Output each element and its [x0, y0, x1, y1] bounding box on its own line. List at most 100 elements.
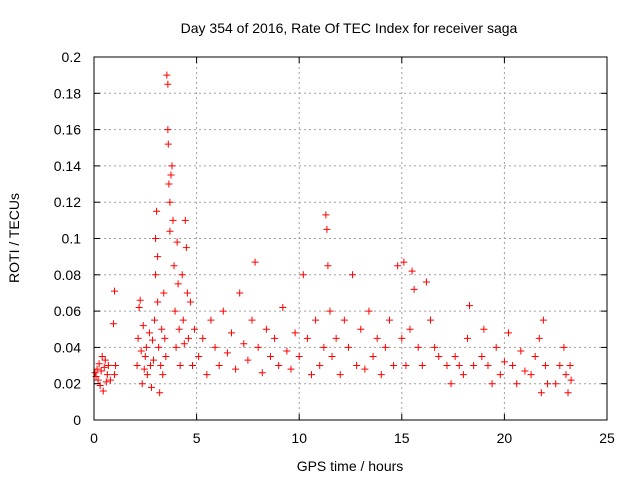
- data-point: [299, 271, 307, 279]
- data-point: [150, 356, 158, 364]
- data-point: [248, 316, 256, 324]
- data-point: [154, 298, 162, 306]
- data-point: [109, 320, 117, 328]
- data-point: [160, 289, 168, 297]
- data-point: [106, 376, 114, 384]
- data-point: [552, 380, 560, 388]
- data-point: [406, 325, 414, 333]
- data-point: [258, 369, 266, 377]
- data-point: [180, 340, 188, 348]
- data-point: [312, 316, 320, 324]
- data-point: [164, 80, 172, 88]
- data-point: [148, 336, 156, 344]
- data-point: [400, 258, 408, 266]
- data-point: [537, 389, 545, 397]
- data-point: [303, 334, 311, 342]
- y-tick-label: 0.2: [62, 49, 82, 65]
- data-point: [527, 371, 535, 379]
- x-tick-label: 0: [90, 430, 98, 446]
- y-tick-label: 0.14: [54, 158, 81, 174]
- data-point: [173, 238, 181, 246]
- data-point: [349, 271, 357, 279]
- y-tick-label: 0.16: [54, 122, 81, 138]
- data-point: [336, 371, 344, 379]
- data-point: [422, 278, 430, 286]
- data-point: [283, 347, 291, 355]
- data-point: [496, 371, 504, 379]
- data-point: [377, 371, 385, 379]
- data-point: [195, 352, 203, 360]
- data-point: [509, 362, 517, 370]
- data-point: [153, 207, 161, 215]
- data-point: [94, 376, 102, 384]
- y-tick-labels: 0 0.02 0.04 0.06 0.08 0.1 0.12 0.14 0.16 0.18 0.2: [54, 49, 81, 428]
- data-point: [176, 362, 184, 370]
- data-point: [365, 307, 373, 315]
- data-point: [152, 271, 160, 279]
- data-point: [535, 334, 543, 342]
- data-point: [344, 343, 352, 351]
- data-point: [152, 235, 160, 242]
- data-point: [279, 303, 287, 311]
- data-point: [398, 334, 406, 342]
- data-point: [175, 325, 183, 333]
- data-point: [186, 298, 194, 306]
- x-tick-label: 20: [497, 430, 513, 446]
- data-point: [543, 380, 551, 388]
- x-tick-label: 15: [394, 430, 410, 446]
- data-point: [162, 352, 170, 360]
- data-point: [170, 262, 178, 270]
- data-point: [236, 289, 244, 297]
- data-point: [295, 352, 303, 360]
- data-point: [155, 343, 163, 351]
- data-point: [169, 216, 177, 224]
- data-point: [156, 389, 164, 397]
- data-point: [402, 362, 410, 370]
- data-point: [308, 371, 316, 379]
- data-point: [244, 356, 252, 364]
- data-point: [443, 362, 451, 370]
- data-point: [134, 334, 142, 342]
- data-point: [166, 198, 174, 206]
- data-point: [410, 285, 418, 293]
- x-axis-label: GPS time / hours: [297, 458, 404, 474]
- data-point: [521, 367, 529, 375]
- data-point: [102, 378, 110, 386]
- data-point: [211, 343, 219, 351]
- data-point: [353, 362, 361, 370]
- data-point: [328, 352, 336, 360]
- data-point: [111, 287, 119, 295]
- data-point: [161, 334, 169, 342]
- data-point: [539, 316, 547, 324]
- data-point: [136, 296, 144, 304]
- data-point: [167, 171, 175, 179]
- data-point: [184, 334, 192, 342]
- data-point: [96, 382, 104, 390]
- data-point: [254, 343, 262, 351]
- data-point: [451, 352, 459, 360]
- data-point: [157, 362, 165, 370]
- data-point: [133, 362, 141, 370]
- data-point: [480, 325, 488, 333]
- data-point: [447, 380, 455, 388]
- data-point: [455, 362, 463, 370]
- data-point: [147, 383, 155, 391]
- data-point: [232, 365, 240, 373]
- data-point: [463, 334, 471, 342]
- data-point: [564, 389, 572, 397]
- data-point: [427, 316, 435, 324]
- data-point: [408, 267, 416, 275]
- data-point: [562, 371, 570, 379]
- data-point: [431, 343, 439, 351]
- data-point: [135, 303, 143, 311]
- data-point: [165, 180, 173, 188]
- data-point: [223, 349, 231, 357]
- data-point: [174, 280, 182, 288]
- data-point: [505, 329, 513, 337]
- data-point: [199, 334, 207, 342]
- data-point: [215, 362, 223, 370]
- data-point: [154, 253, 162, 261]
- data-point: [556, 362, 564, 370]
- data-point: [567, 376, 575, 384]
